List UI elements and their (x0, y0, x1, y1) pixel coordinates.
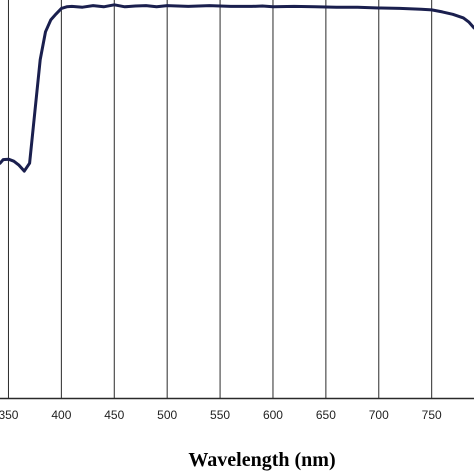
x-tick-label-350: 350 (0, 408, 19, 422)
x-tick-label-400: 400 (51, 408, 71, 422)
x-tick-label-550: 550 (210, 408, 230, 422)
x-tick-label-500: 500 (157, 408, 177, 422)
x-tick-label-450: 450 (104, 408, 124, 422)
grid-lines (7, 0, 433, 398)
x-axis-title: Wavelength (nm) (188, 449, 335, 471)
x-tick-label-650: 650 (316, 408, 336, 422)
series-layer (0, 3, 474, 173)
x-tick-label-750: 750 (422, 408, 442, 422)
x-tick-labels: 350 400 450 500 550 600 650 700 750 (0, 408, 442, 422)
x-tick-label-700: 700 (369, 408, 389, 422)
x-tick-label-600: 600 (263, 408, 283, 422)
series-line-0 (0, 3, 474, 173)
